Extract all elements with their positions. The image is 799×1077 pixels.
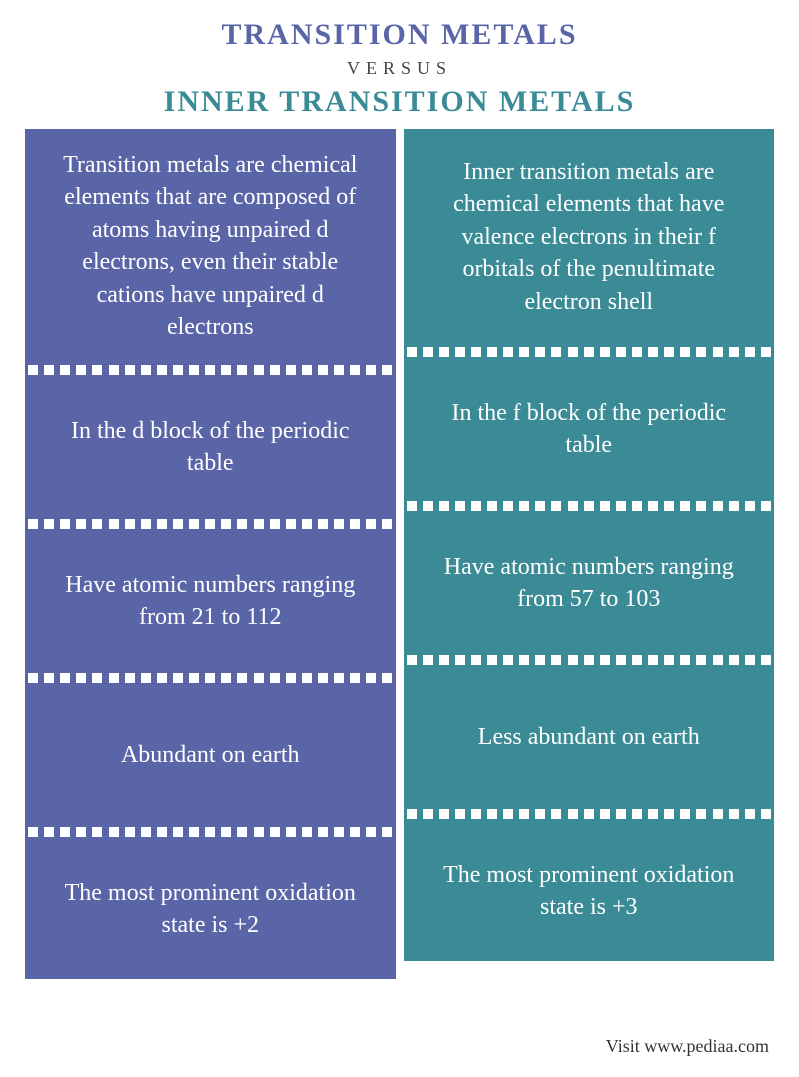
- title-left: TRANSITION METALS: [0, 18, 799, 52]
- right-abundance: Less abundant on earth: [404, 667, 775, 807]
- versus-label: VERSUS: [0, 58, 799, 79]
- left-block: In the d block of the periodic table: [25, 377, 396, 517]
- right-atomic-numbers: Have atomic numbers ranging from 57 to 1…: [404, 513, 775, 653]
- left-oxidation: The most prominent oxidation state is +2: [25, 839, 396, 979]
- right-definition: Inner transition metals are chemical ele…: [404, 129, 775, 345]
- header: TRANSITION METALS VERSUS INNER TRANSITIO…: [0, 0, 799, 129]
- right-oxidation: The most prominent oxidation state is +3: [404, 821, 775, 961]
- divider: [25, 825, 396, 839]
- infographic-container: TRANSITION METALS VERSUS INNER TRANSITIO…: [0, 0, 799, 1077]
- comparison-columns: Transition metals are chemical elements …: [0, 129, 799, 1024]
- right-block: In the f block of the periodic table: [404, 359, 775, 499]
- title-right: INNER TRANSITION METALS: [0, 85, 799, 119]
- divider: [404, 345, 775, 359]
- left-abundance: Abundant on earth: [25, 685, 396, 825]
- footer-credit: Visit www.pediaa.com: [0, 1024, 799, 1077]
- divider: [404, 653, 775, 667]
- divider: [404, 499, 775, 513]
- column-transition-metals: Transition metals are chemical elements …: [25, 129, 396, 1024]
- divider: [404, 807, 775, 821]
- divider: [25, 517, 396, 531]
- left-atomic-numbers: Have atomic numbers ranging from 21 to 1…: [25, 531, 396, 671]
- column-inner-transition-metals: Inner transition metals are chemical ele…: [404, 129, 775, 1024]
- left-definition: Transition metals are chemical elements …: [25, 129, 396, 363]
- divider: [25, 363, 396, 377]
- divider: [25, 671, 396, 685]
